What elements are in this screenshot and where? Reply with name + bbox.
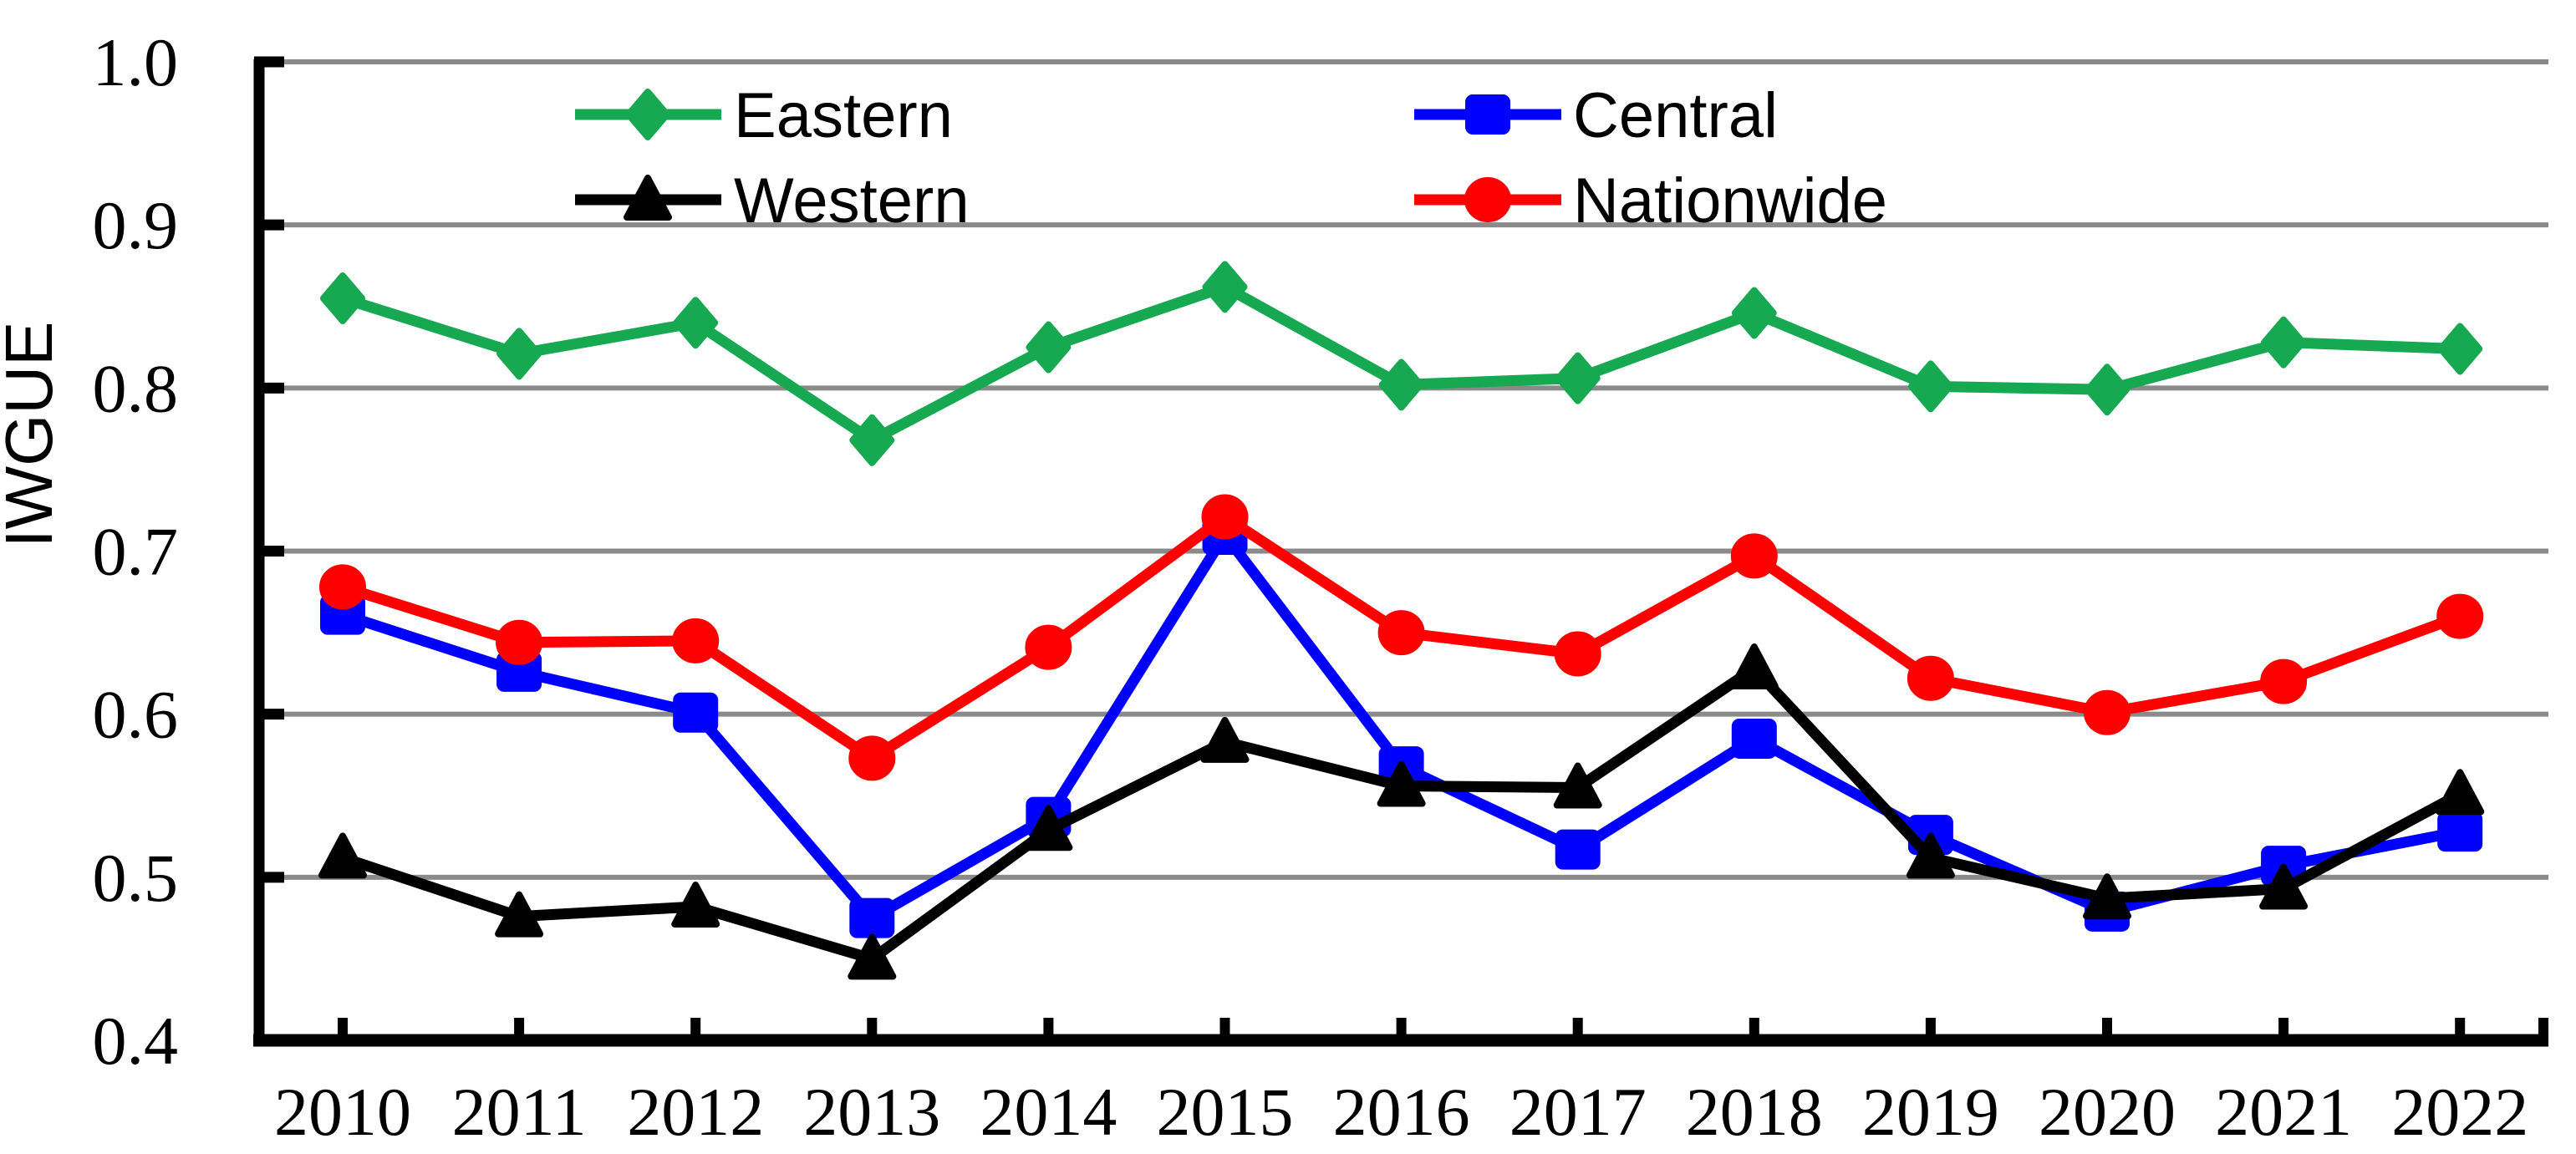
eastern-marker-2021 (2261, 316, 2307, 369)
eastern-marker-2016 (1378, 358, 1424, 411)
nationwide-marker-2022 (2436, 593, 2484, 639)
x-tick-label-2019: 2019 (1862, 1074, 1999, 1150)
legend-label-central: Central (1573, 80, 1778, 151)
eastern-marker-2015 (1202, 261, 1248, 313)
nationwide-marker-2010 (319, 564, 366, 610)
western-marker-2016 (1377, 760, 1426, 807)
x-tick-label-2012: 2012 (627, 1074, 764, 1150)
eastern-marker-2020 (2085, 363, 2130, 416)
legend-label-nationwide: Nationwide (1573, 165, 1887, 236)
eastern-marker-2011 (496, 328, 542, 380)
eastern-marker-2018 (1731, 287, 1777, 339)
legend-square-icon (1465, 94, 1510, 135)
legend-label-western: Western (734, 165, 970, 236)
x-tick-label-2015: 2015 (1157, 1074, 1294, 1150)
nationwide-marker-2017 (1554, 631, 1601, 677)
series-line-central (340, 529, 2461, 924)
eastern-marker-2022 (2437, 323, 2483, 375)
legend-item-eastern: Eastern (575, 80, 953, 151)
legend: Eastern Western Central Nationwide (575, 80, 1887, 236)
western-marker-2017 (1553, 762, 1602, 809)
y-tick-label-0.4: 0.4 (93, 1003, 179, 1079)
x-tick-labels: 2010 2011 2012 2013 2014 2015 2016 2017 2018 2019… (274, 1074, 2528, 1150)
series-nationwide (319, 494, 2484, 781)
nationwide-marker-2014 (1025, 624, 1072, 670)
central-marker-2022 (2437, 811, 2483, 852)
eastern-marker-2013 (849, 414, 895, 466)
eastern-marker-2012 (673, 297, 719, 349)
nationwide-marker-2015 (1201, 494, 1249, 540)
central-marker-2012 (673, 692, 719, 733)
legend-triangle-icon (624, 175, 672, 221)
western-marker-2019 (1906, 832, 1955, 879)
y-axis-title: IWGUE (0, 321, 66, 547)
western-marker-2011 (495, 891, 544, 938)
y-tick-labels: 1.0 0.9 0.8 0.7 0.6 0.5 0.4 (93, 24, 179, 1079)
legend-item-western: Western (575, 165, 970, 236)
eastern-marker-2019 (1907, 360, 1953, 413)
eastern-marker-2014 (1026, 321, 1072, 374)
central-marker-2018 (1731, 718, 1777, 759)
legend-circle-icon (1464, 177, 1511, 222)
eastern-marker-2017 (1555, 352, 1601, 404)
x-tick-label-2017: 2017 (1509, 1074, 1647, 1150)
y-tick-label-0.8: 0.8 (93, 350, 179, 426)
legend-item-central: Central (1414, 80, 1778, 151)
central-marker-2017 (1555, 829, 1601, 870)
western-marker-2020 (2083, 873, 2131, 920)
nationwide-marker-2018 (1730, 533, 1778, 579)
legend-diamond-icon (625, 89, 670, 140)
nationwide-marker-2011 (496, 619, 543, 665)
western-marker-2022 (2436, 769, 2485, 816)
western-marker-2015 (1200, 716, 1250, 763)
western-marker-2018 (1729, 643, 1779, 690)
series-eastern (320, 261, 2483, 466)
central-marker-2013 (849, 897, 895, 938)
x-tick-label-2013: 2013 (803, 1074, 940, 1150)
nationwide-marker-2019 (1907, 655, 1954, 701)
nationwide-marker-2016 (1377, 610, 1425, 656)
y-tick-label-0.7: 0.7 (93, 514, 179, 590)
nationwide-marker-2020 (2084, 689, 2131, 735)
western-marker-2013 (848, 933, 897, 980)
eastern-marker-2010 (320, 272, 365, 324)
x-tick-label-2010: 2010 (274, 1074, 411, 1150)
western-marker-2010 (318, 832, 367, 879)
western-marker-2021 (2259, 863, 2309, 910)
nationwide-marker-2021 (2260, 658, 2308, 704)
western-marker-2014 (1024, 805, 1073, 852)
y-tick-label-0.5: 0.5 (93, 840, 179, 916)
nationwide-marker-2012 (672, 618, 720, 663)
series-central (320, 514, 2483, 938)
y-axis-ticks (254, 56, 284, 1046)
x-tick-label-2011: 2011 (452, 1074, 587, 1150)
y-tick-label-1.0: 1.0 (93, 24, 179, 100)
y-tick-label-0.6: 0.6 (93, 677, 179, 753)
legend-label-eastern: Eastern (734, 80, 953, 151)
x-tick-label-2020: 2020 (2039, 1074, 2176, 1150)
x-tick-label-2021: 2021 (2215, 1074, 2352, 1150)
x-tick-label-2016: 2016 (1333, 1074, 1470, 1150)
x-axis-ticks (338, 1018, 2548, 1040)
x-tick-label-2018: 2018 (1686, 1074, 1823, 1150)
series-western (318, 643, 2485, 980)
legend-item-nationwide: Nationwide (1414, 165, 1887, 236)
x-tick-label-2014: 2014 (980, 1074, 1117, 1150)
x-tick-label-2022: 2022 (2391, 1074, 2528, 1150)
y-tick-label-0.9: 0.9 (93, 187, 179, 263)
series-group (318, 261, 2485, 980)
nationwide-marker-2013 (848, 735, 896, 781)
western-marker-2012 (671, 881, 720, 928)
